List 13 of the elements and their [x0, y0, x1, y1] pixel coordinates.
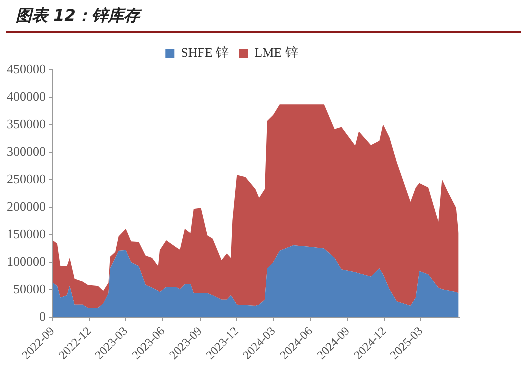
y-tick-label: 100000 [7, 254, 46, 269]
y-tick-label: 450000 [7, 61, 46, 76]
y-tick-label: 50000 [14, 281, 46, 296]
chart-title: 图表 12：锌库存 [6, 0, 521, 33]
legend-label: SHFE 锌 [181, 44, 230, 60]
y-tick-label: 150000 [7, 226, 46, 242]
y-tick-label: 250000 [7, 171, 46, 186]
y-tick-label: 350000 [7, 116, 46, 132]
y-tick-label: 0 [40, 308, 46, 324]
y-tick-label: 300000 [7, 144, 46, 159]
y-tick-label: 200000 [7, 198, 46, 214]
y-tick-label: 400000 [7, 88, 46, 104]
legend-label: LME 锌 [254, 44, 298, 60]
